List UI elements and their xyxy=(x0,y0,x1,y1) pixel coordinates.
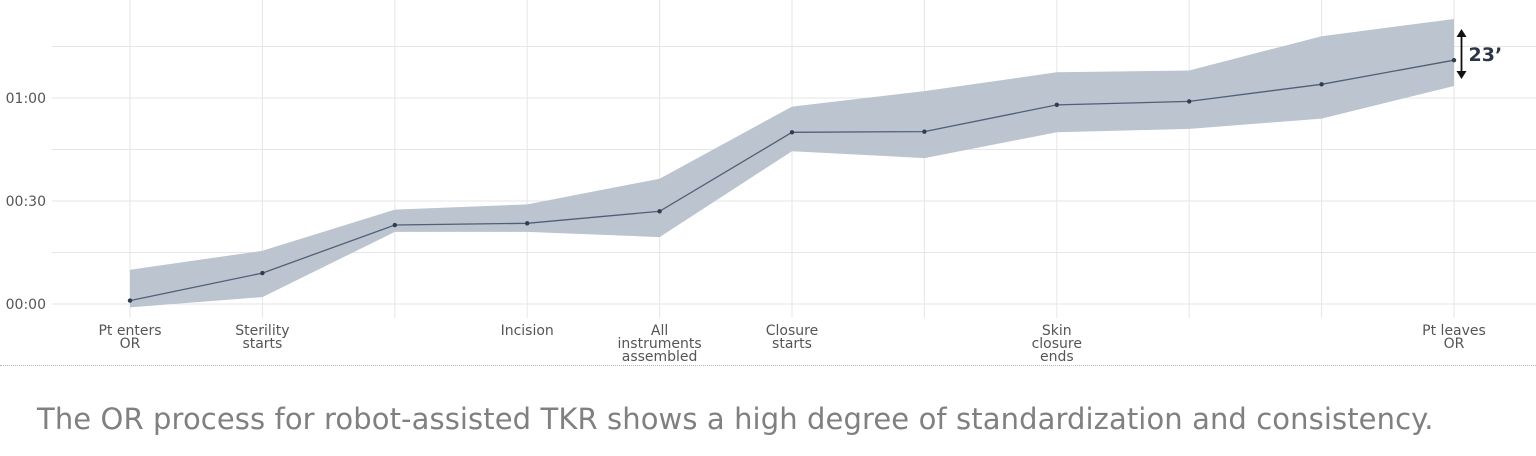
y-tick-label: 00:30 xyxy=(6,194,46,210)
y-tick-label: 01:00 xyxy=(6,91,46,107)
x-tick-label: Pt leaves xyxy=(1422,323,1486,339)
x-tick-label: Incision xyxy=(501,323,554,339)
spread-label: 23’ xyxy=(1469,44,1503,66)
x-tick-label: instruments xyxy=(618,336,702,352)
median-point xyxy=(392,222,397,228)
x-tick-label: Closure xyxy=(766,323,818,339)
x-tick-label: ends xyxy=(1040,349,1074,365)
divider xyxy=(0,365,1536,366)
y-axis-ticks: 00:00 00:30 01:00 xyxy=(6,91,46,313)
spread-arrow-down-icon xyxy=(1456,70,1467,79)
y-tick-label: 00:00 xyxy=(6,297,46,313)
x-tick-label: starts xyxy=(242,336,282,352)
median-points xyxy=(127,58,1457,303)
x-tick-label: Sterility xyxy=(235,323,289,339)
median-point xyxy=(525,221,530,226)
x-tick-label: OR xyxy=(1444,336,1465,352)
spread-arrow-up-icon xyxy=(1456,29,1467,38)
median-point xyxy=(789,130,795,135)
median-point xyxy=(1451,58,1457,63)
caption: The OR process for robot-assisted TKR sh… xyxy=(37,402,1434,436)
spread-annotation: 23’ xyxy=(1456,29,1503,79)
median-point xyxy=(1054,102,1060,108)
median-point xyxy=(1187,99,1192,104)
x-tick-label: OR xyxy=(120,336,141,352)
x-tick-label: starts xyxy=(772,336,812,352)
x-tick-label: assembled xyxy=(622,349,698,365)
gridlines xyxy=(52,0,1536,318)
median-point xyxy=(1319,82,1324,87)
median-point xyxy=(922,129,927,134)
median-point xyxy=(657,209,662,214)
x-tick-label: Skin xyxy=(1042,323,1072,339)
median-point xyxy=(260,270,265,276)
variability-band xyxy=(130,19,1454,308)
x-tick-label: All xyxy=(651,323,668,339)
x-tick-label: Pt enters xyxy=(98,323,161,339)
x-tick-label: closure xyxy=(1032,336,1082,352)
median-point xyxy=(127,298,133,303)
